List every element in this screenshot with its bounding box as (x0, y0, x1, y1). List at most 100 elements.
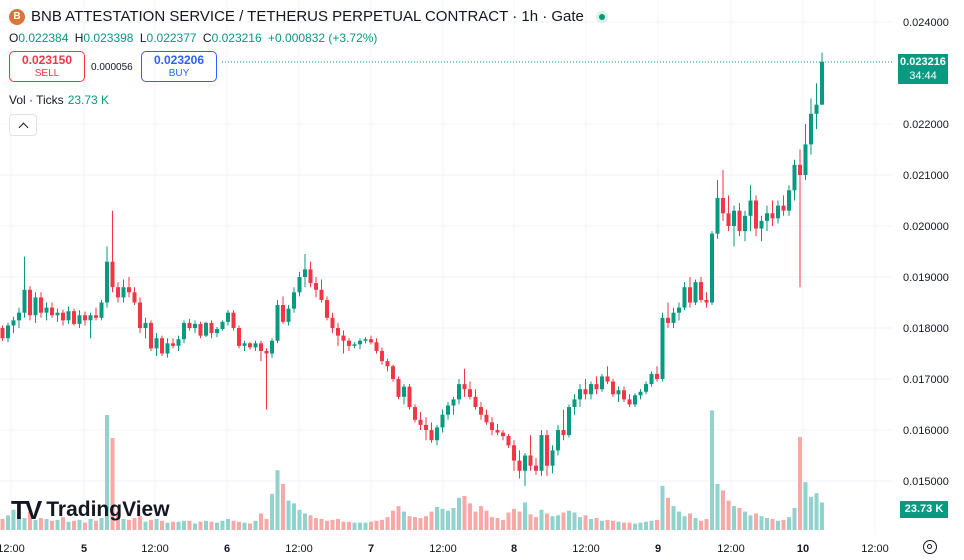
candle-body (314, 283, 318, 290)
low-label: L (139, 31, 147, 45)
candle-body (638, 391, 643, 396)
volume-bar (380, 519, 384, 530)
chevron-up-icon[interactable] (9, 114, 37, 136)
candle-body (396, 379, 401, 397)
candle-body (336, 328, 340, 336)
candle-body (215, 329, 219, 334)
volume-bar (61, 517, 65, 530)
volume-bar (270, 494, 274, 530)
candle-body (787, 190, 791, 211)
candle-body (682, 287, 687, 308)
candle-body (55, 312, 60, 316)
candle-body (743, 215, 747, 232)
candle-body (77, 315, 82, 324)
candle-body (160, 338, 164, 354)
volume-bar (638, 522, 643, 530)
volume-bar (616, 521, 621, 530)
volume-bar (479, 506, 483, 530)
ohlc-legend: O0.022384 H0.023398 L0.022377 C0.023216 … (9, 31, 380, 45)
volume-bar (605, 519, 610, 530)
volume-bar (418, 518, 423, 530)
candle-body (72, 311, 76, 324)
candle-body (545, 435, 549, 466)
candle-body (495, 430, 500, 433)
candle-body (308, 269, 313, 284)
candle-body (688, 287, 692, 303)
volume-bar (127, 519, 131, 530)
volume-bar (770, 518, 775, 530)
volume-bar (314, 518, 318, 530)
volume-bar (341, 521, 346, 530)
volume-bar (330, 519, 335, 530)
candle-body (198, 323, 203, 336)
candle-body (0, 328, 5, 339)
volume-bar (83, 522, 87, 530)
candle-body (633, 395, 637, 405)
candle-body (292, 292, 296, 309)
candle-body (462, 384, 467, 390)
candle-body (209, 322, 214, 334)
candle-body (264, 350, 269, 354)
time-tick-label: 5 (81, 543, 87, 555)
candle-body (253, 343, 258, 348)
candle-body (814, 104, 819, 114)
volume-bar (682, 516, 687, 530)
time-tick-label: 7 (368, 543, 374, 555)
candle-body (803, 144, 808, 175)
volume-bar (451, 507, 456, 530)
candle-body (435, 427, 439, 441)
volume-bar (264, 518, 269, 530)
candle-body (523, 455, 527, 471)
volume-bar (99, 518, 104, 530)
volume-bar (765, 518, 769, 530)
volume-bar (473, 511, 478, 530)
volume-bar (457, 497, 461, 530)
candle-body (385, 361, 390, 367)
candle-body (11, 320, 16, 326)
volume-bar (6, 515, 10, 530)
buy-button[interactable]: 0.023206 BUY (141, 51, 217, 82)
candle-body (220, 321, 225, 330)
sell-button[interactable]: 0.023150 SELL (9, 51, 85, 82)
candle-body (627, 399, 632, 405)
volume-bar (809, 496, 813, 530)
volume-bar (22, 518, 27, 530)
volume-bar (506, 512, 511, 530)
volume-bar (721, 490, 725, 530)
candle-body (429, 430, 434, 441)
volume-bar (484, 510, 489, 530)
price-axis[interactable]: 0.024000 0.022000 0.021000 0.020000 0.019000… (903, 17, 949, 488)
candle-body (363, 339, 368, 341)
candle-body (649, 373, 654, 385)
volume-bar (644, 521, 648, 530)
candle-body (809, 113, 813, 145)
gear-icon[interactable] (923, 540, 937, 554)
open-value: 0.022384 (18, 31, 69, 45)
candle-body (561, 430, 566, 436)
candle-body (374, 342, 379, 351)
time-tick-label: 12:00 (572, 543, 600, 555)
volume-bar (660, 485, 665, 530)
volume-bar (572, 512, 577, 530)
candle-body (319, 289, 324, 300)
volume-bar (171, 521, 175, 530)
candle-body (138, 302, 142, 328)
tradingview-logo[interactable]: TV TradingView (11, 497, 170, 523)
volume-bar (759, 516, 764, 530)
candle-body (352, 344, 357, 346)
candle-body (512, 445, 516, 461)
last-price-value: 0.023216 (900, 56, 946, 68)
volume-legend[interactable]: Vol · Ticks 23.73 K (9, 93, 109, 107)
candle-body (248, 343, 252, 348)
symbol-title[interactable]: BNB ATTESTATION SERVICE / TETHERUS PERPE… (31, 8, 584, 25)
volume-bar (671, 506, 676, 530)
volume-bar (633, 523, 637, 530)
time-axis[interactable]: 12:00 5 12:00 6 12:00 7 12:00 8 12:00 9 12:00 10 12:… (0, 543, 889, 555)
change-value: +0.000832 (+3.72%) (268, 31, 378, 45)
volume-bar (187, 520, 192, 530)
candle-body (451, 399, 456, 406)
bnb-coin-icon: B (9, 8, 25, 25)
volume-bar (539, 509, 544, 530)
candle-body (281, 305, 285, 322)
